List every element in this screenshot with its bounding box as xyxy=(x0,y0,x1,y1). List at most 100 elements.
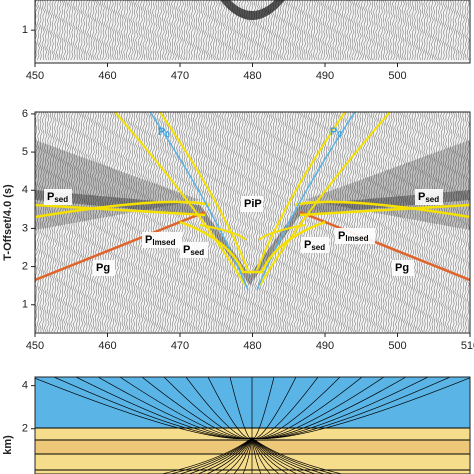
trace xyxy=(463,0,468,61)
trace xyxy=(281,0,285,61)
trace xyxy=(377,0,381,61)
ray xyxy=(251,437,343,474)
trace xyxy=(84,0,88,61)
trace xyxy=(53,112,57,333)
trace xyxy=(279,0,283,61)
phase-label: Psed xyxy=(183,244,204,257)
trace xyxy=(437,0,441,61)
trace xyxy=(394,112,398,333)
trace xyxy=(298,0,302,61)
y-tick-label: 2 xyxy=(22,423,28,435)
trace xyxy=(425,112,430,333)
trace xyxy=(39,0,43,61)
travel-time-curve xyxy=(259,112,391,286)
trace xyxy=(324,0,329,61)
trace xyxy=(238,112,242,333)
trace xyxy=(456,0,461,61)
trace xyxy=(454,112,458,333)
trace xyxy=(202,112,206,333)
trace xyxy=(365,0,369,61)
trace xyxy=(415,112,420,333)
phase-name: P xyxy=(304,239,311,251)
trace xyxy=(346,0,350,61)
phase-name: P xyxy=(330,126,337,138)
trace xyxy=(343,112,348,333)
trace xyxy=(315,0,319,61)
annotation-box xyxy=(335,228,375,244)
x-tick-label: 510 xyxy=(461,340,474,352)
ray xyxy=(161,437,253,474)
trace xyxy=(113,112,117,333)
trace xyxy=(125,112,130,333)
ray xyxy=(251,437,307,474)
trace xyxy=(36,0,41,61)
trace xyxy=(442,0,446,61)
trace xyxy=(240,112,245,333)
trace xyxy=(142,0,146,61)
trace xyxy=(379,112,384,333)
trace xyxy=(178,0,182,61)
ray xyxy=(179,437,253,474)
trace xyxy=(125,0,129,61)
trace xyxy=(74,112,79,333)
trace xyxy=(91,0,95,61)
trace xyxy=(63,0,67,61)
trace xyxy=(254,112,259,333)
trace xyxy=(86,112,91,333)
trace xyxy=(77,112,82,333)
trace xyxy=(334,0,338,61)
trace xyxy=(353,112,357,333)
trace xyxy=(444,0,449,61)
phase-name: Pg xyxy=(96,262,110,274)
phase-name: P xyxy=(418,191,425,203)
phase-label: Plmsed xyxy=(338,230,369,243)
trace xyxy=(281,112,285,333)
phase-name: P xyxy=(145,234,152,246)
trace xyxy=(135,0,139,61)
trace xyxy=(58,0,62,61)
x-tick-label: 500 xyxy=(388,70,406,82)
trace xyxy=(293,0,297,61)
trace xyxy=(459,112,463,333)
trace xyxy=(430,112,434,333)
trace xyxy=(262,112,266,333)
trace xyxy=(269,112,273,333)
phase-name: PiP xyxy=(244,198,262,210)
trace xyxy=(87,0,91,61)
trace xyxy=(176,0,180,61)
travel-time-curve xyxy=(294,200,470,219)
trace xyxy=(271,112,276,333)
trace xyxy=(219,112,223,333)
x-tick-label: 490 xyxy=(316,340,334,352)
travel-time-curve xyxy=(299,203,470,217)
trace xyxy=(60,0,65,61)
trace xyxy=(132,112,137,333)
trace xyxy=(127,112,132,333)
trace xyxy=(303,0,307,61)
trace xyxy=(120,112,125,333)
trace xyxy=(163,112,168,333)
trace xyxy=(329,112,333,333)
trace xyxy=(404,0,408,61)
trace xyxy=(207,112,211,333)
trace xyxy=(389,0,393,61)
trace xyxy=(411,112,415,333)
sediment-band xyxy=(35,440,470,454)
trace xyxy=(444,112,449,333)
annotation-box xyxy=(180,242,208,258)
trace xyxy=(77,0,81,61)
annotation-box xyxy=(142,232,182,248)
trace xyxy=(151,112,156,333)
trace xyxy=(451,112,456,333)
phase-label: P0 xyxy=(330,126,342,139)
trace xyxy=(370,112,374,333)
y-tick-label: 4 xyxy=(22,184,28,196)
trace xyxy=(70,112,74,333)
trace xyxy=(200,0,204,61)
trace xyxy=(89,0,93,61)
trace xyxy=(295,112,300,333)
trace xyxy=(252,112,257,333)
trace xyxy=(135,112,139,333)
phase-subscript: sed xyxy=(190,248,204,257)
